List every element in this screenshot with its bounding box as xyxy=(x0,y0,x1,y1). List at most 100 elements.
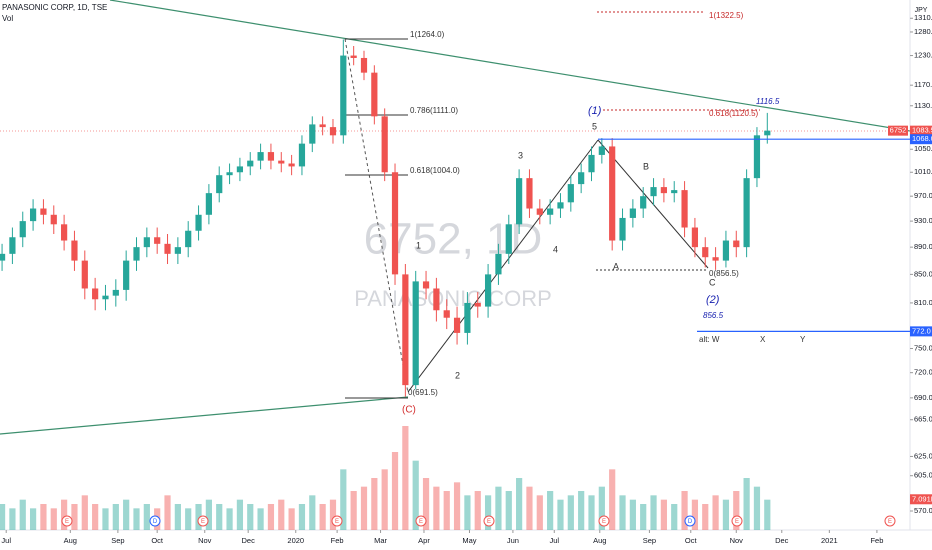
candle-body xyxy=(681,190,688,228)
volume-bar xyxy=(391,452,399,530)
candle-body xyxy=(112,289,119,296)
x-tick-label: Oct xyxy=(685,536,698,545)
volume-bar xyxy=(402,426,409,530)
candle-body xyxy=(743,178,750,248)
volume-bar xyxy=(216,504,223,530)
volume-bar xyxy=(453,482,461,530)
y-tick-label: 1310.0 xyxy=(914,13,932,22)
x-tick-label: Jul xyxy=(549,536,559,545)
candle-body xyxy=(164,243,171,254)
candle-body xyxy=(567,184,574,203)
volume-bar xyxy=(671,504,678,530)
candle-body xyxy=(102,295,109,300)
candle-body xyxy=(29,208,37,222)
x-tick-label: Nov xyxy=(730,536,744,545)
volume-bar xyxy=(733,491,740,530)
candle-body xyxy=(216,175,223,194)
annotation: 5 xyxy=(592,121,597,131)
candle-body xyxy=(329,127,337,136)
candle-body xyxy=(61,224,68,241)
watermark: 6752, 1D xyxy=(364,215,543,264)
candle-body xyxy=(433,288,440,311)
volume-bar xyxy=(164,495,171,530)
volume-bar xyxy=(102,508,109,530)
y-tick-label: 750.0 xyxy=(914,343,932,352)
volume-bar xyxy=(484,495,492,530)
wave-line xyxy=(597,139,709,269)
event-marker-label: E xyxy=(602,519,606,525)
candle-body xyxy=(505,224,512,254)
volume-bar xyxy=(112,504,119,530)
event-marker xyxy=(731,515,743,527)
annotation: 0(856.5) xyxy=(709,269,739,278)
volume-bar xyxy=(464,495,471,530)
candle-body xyxy=(629,208,636,218)
y-tick-label: 605.0 xyxy=(914,471,932,480)
chart-title: PANASONIC CORP, 1D, TSE xyxy=(2,3,107,12)
x-tick-label: Nov xyxy=(198,536,212,545)
x-tick-label: Dec xyxy=(775,536,789,545)
volume-bar xyxy=(443,491,450,530)
candle-body xyxy=(174,247,181,254)
candle-body xyxy=(133,247,140,261)
annotation: 0.786(1111.0) xyxy=(410,106,458,115)
y-tick-label: 930.0 xyxy=(914,216,932,225)
annotation: B xyxy=(643,161,649,171)
annotation: C xyxy=(709,277,716,287)
volume-bar xyxy=(381,469,388,530)
volume-bar xyxy=(185,508,192,530)
candle-body xyxy=(143,237,150,248)
annotation: 4 xyxy=(553,244,558,254)
y-tick-label: 810.0 xyxy=(914,298,932,307)
candle-body xyxy=(226,172,233,176)
candle-body xyxy=(92,288,99,300)
x-tick-label: Mar xyxy=(374,536,387,545)
candle-body xyxy=(9,237,16,254)
candle-body xyxy=(619,217,626,241)
candle-body xyxy=(588,154,595,173)
volume-bar xyxy=(578,491,585,530)
volume-bar xyxy=(588,495,595,530)
event-marker-label: E xyxy=(888,519,892,525)
volume-bar xyxy=(764,499,771,530)
x-tick-label: Sep xyxy=(111,536,124,545)
price-label-box xyxy=(910,125,932,136)
candle-body xyxy=(350,55,357,58)
volume-bar xyxy=(516,478,523,530)
volume-bar xyxy=(329,499,337,530)
volume-bar xyxy=(660,499,667,530)
x-tick-label: Feb xyxy=(870,536,883,545)
volume-bar xyxy=(226,508,233,530)
y-tick-label: 1050.0 xyxy=(914,144,932,153)
wave-line xyxy=(407,139,599,393)
volume-bar xyxy=(267,504,275,530)
candle-body xyxy=(484,274,492,307)
x-tick-label: Jun xyxy=(507,536,519,545)
candle-body xyxy=(319,124,326,128)
event-marker xyxy=(684,515,696,527)
y-tick-label: 1010.0 xyxy=(914,167,932,176)
volume-bar xyxy=(681,491,688,530)
event-marker-label: E xyxy=(335,519,339,525)
y-tick-label: 625.0 xyxy=(914,451,932,460)
x-tick-label: Dec xyxy=(242,536,256,545)
candle-body xyxy=(298,143,306,167)
candle-body xyxy=(691,227,699,248)
volume-bar xyxy=(619,495,626,530)
event-marker xyxy=(415,515,427,527)
volume-bar xyxy=(474,491,481,530)
volume-bar xyxy=(536,495,543,530)
volume-bar xyxy=(753,486,761,530)
annotation: 1 xyxy=(416,240,421,250)
volume-bar xyxy=(195,504,202,530)
candle-body xyxy=(640,196,647,209)
candle-body xyxy=(412,281,419,386)
candle-body xyxy=(671,190,678,194)
volume-bar xyxy=(71,504,78,530)
event-marker-label: E xyxy=(65,519,69,525)
candle-body xyxy=(764,130,771,136)
volume-bar xyxy=(360,486,368,530)
event-marker-label: E xyxy=(735,519,739,525)
